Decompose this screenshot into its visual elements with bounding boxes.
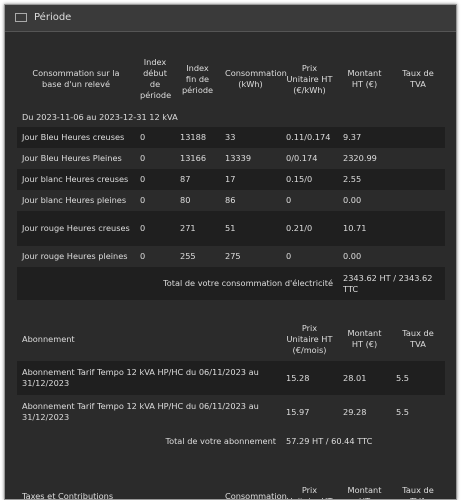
cell: 13188: [180, 132, 207, 142]
column-header: Index fin de période: [181, 62, 214, 95]
panel-header[interactable]: Période: [5, 5, 456, 32]
cell: Jour Bleu Heures Pleines: [22, 153, 122, 163]
cell: 5.5: [396, 406, 410, 417]
empty-header: [175, 474, 220, 499]
column-header: Abonnement: [22, 333, 75, 344]
column-header: Montant HT (€): [347, 328, 382, 349]
empty-header: [135, 474, 175, 499]
column-header: Taux de TVA: [402, 485, 434, 499]
icon: [15, 13, 27, 22]
column-header: Prix Unitaire HT (€/kWh): [286, 62, 333, 95]
cell: 51: [225, 223, 236, 233]
column-header: Taxes et Contributions: [22, 490, 114, 500]
cell: 255: [180, 251, 196, 261]
cell: Jour rouge Heures creuses: [22, 223, 130, 233]
cell: 0: [140, 174, 146, 184]
period: Du 2023-11-06 au 2023-12-31 12 kVA: [22, 111, 178, 122]
cell: 17: [225, 174, 236, 184]
panel: Consommation sur la base d'un relevé Inde…: [17, 39, 445, 500]
cell: [391, 127, 445, 148]
data-row: Abonnement Tarif Tempo 12 kVA HP/HC du 0…: [17, 361, 445, 395]
cell: 9.37: [343, 132, 362, 142]
cell: Jour rouge Heures pleines: [22, 251, 128, 261]
total-value: 2343.62 HT / 2343.62 TTC: [343, 272, 433, 294]
column-header: Taux de TVA: [402, 328, 434, 349]
cell: 0: [286, 251, 292, 261]
cell: 2.55: [343, 174, 362, 184]
cell: 0.11/0.174: [286, 132, 331, 142]
cell: 0.00: [343, 251, 362, 261]
cell: [391, 190, 445, 211]
column-header: Taux de TVA: [402, 68, 434, 89]
cell: 0/0.174: [286, 153, 318, 163]
cell: 0: [140, 251, 146, 261]
cell: 13339: [225, 153, 252, 163]
cell: 15.28: [286, 372, 310, 383]
cell: 0: [140, 132, 146, 142]
cell: 0: [140, 153, 146, 163]
period-row: Du 2023-11-06 au 2023-12-31 12 kVA: [17, 107, 445, 127]
cell: 15.97: [286, 406, 310, 417]
cell: 5.5: [396, 372, 410, 383]
cell: 0.00: [343, 195, 362, 205]
cell: Jour Bleu Heures creuses: [22, 132, 125, 142]
subscription-table: Abonnement Prix Unitaire HT (€/mois) Monta…: [17, 317, 445, 453]
data-row: Jour blanc Heures creuses 0 87 17 0.15/0 2.55: [17, 169, 445, 190]
cell: 33: [225, 132, 236, 142]
cell: [391, 211, 445, 246]
header-row: Abonnement Prix Unitaire HT (€/mois) Monta…: [17, 317, 445, 361]
total-row: Total de votre consommation d'électricit…: [17, 267, 445, 300]
cell: Abonnement Tarif Tempo 12 kVA HP/HC du 0…: [22, 367, 259, 388]
cell: 275: [225, 251, 241, 261]
cell: 0: [140, 223, 146, 233]
cell: 87: [180, 174, 191, 184]
column-header: Montant HT (€): [347, 68, 382, 89]
column-header: Consommation (kWh): [225, 68, 287, 89]
cell: 13166: [180, 153, 207, 163]
cell: 86: [225, 195, 236, 205]
data-row: Jour Bleu Heures Pleines 0 13166 13339 0/0.1…: [17, 148, 445, 169]
cell: 0: [140, 195, 146, 205]
cell: 28.01: [343, 372, 367, 383]
data-row: Jour Bleu Heures creuses 0 13188 33 0.11/0.1…: [17, 127, 445, 148]
cell: 0: [286, 195, 292, 205]
cell: 10.71: [343, 223, 367, 233]
total-row: Total de votre abonnement 57.29 HT / 60.4…: [17, 429, 445, 453]
data-row: Abonnement Tarif Tempo 12 kVA HP/HC du 0…: [17, 395, 445, 429]
cell: 0.21/0: [286, 223, 313, 233]
column-header: Montant HT: [347, 485, 382, 499]
column-header: Consommation: [225, 490, 287, 500]
consumption-table: Consommation sur la base d'un relevé Inde…: [17, 51, 445, 300]
data-row: Jour rouge Heures creuses 0 271 51 0.21/0 10.…: [17, 211, 445, 246]
column-header: Prix Unitaire HT: [287, 485, 333, 499]
cell: Jour blanc Heures creuses: [22, 174, 129, 184]
cell: Jour blanc Heures pleines: [22, 195, 127, 205]
cell: Abonnement Tarif Tempo 12 kVA HP/HC du 0…: [22, 401, 259, 422]
data-row: Jour rouge Heures pleines 0 255 275 0 0.00: [17, 246, 445, 267]
total-label: Total de votre consommation d'électricit…: [163, 278, 333, 288]
total-value: 57.29 HT / 60.44 TTC: [286, 435, 373, 446]
window: Période Consommation sur la base d'un re…: [4, 4, 457, 500]
column-header: Consommation sur la base d'un relevé: [32, 68, 120, 89]
cell: 271: [180, 223, 196, 233]
column-header: Index début de période: [140, 57, 172, 100]
column-header: Prix Unitaire HT (€/mois): [286, 322, 333, 355]
cell: 2320.99: [343, 153, 377, 163]
total-label: Total de votre abonnement: [165, 435, 276, 446]
cell: [391, 246, 445, 267]
cell: [391, 169, 445, 190]
cell: 80: [180, 195, 191, 205]
cell: [391, 148, 445, 169]
header-row: Consommation sur la base d'un relevé Inde…: [17, 51, 445, 107]
cell: 0.15/0: [286, 174, 313, 184]
cell: 29.28: [343, 406, 367, 417]
panel-title: Période: [34, 12, 72, 23]
data-row: Jour blanc Heures pleines 0 80 86 0 0.00: [17, 190, 445, 211]
